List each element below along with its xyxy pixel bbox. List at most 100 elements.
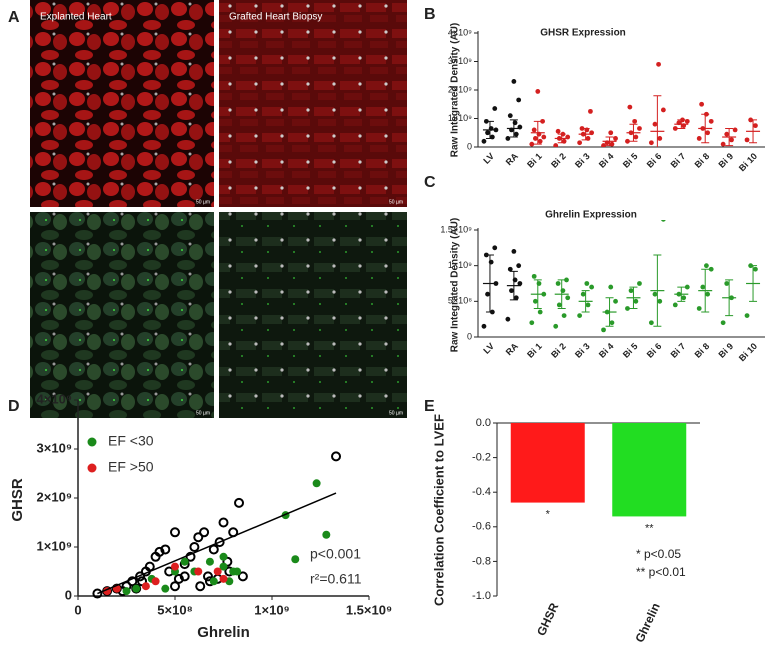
point <box>135 571 146 582</box>
point <box>608 130 614 136</box>
point <box>660 107 666 113</box>
point <box>589 284 595 290</box>
point <box>218 517 229 528</box>
x-tick-label: Bi 7 <box>669 341 688 360</box>
point <box>170 581 180 592</box>
point <box>577 140 583 146</box>
y-axis-label: Correlation Coefficient to LVEF <box>431 414 446 606</box>
point <box>517 281 523 286</box>
point <box>312 479 321 488</box>
x-tick-label: Bi 7 <box>669 151 688 170</box>
point <box>505 316 511 322</box>
point <box>173 573 184 584</box>
x-tick-label: Bi 10 <box>737 151 759 173</box>
point <box>753 266 758 272</box>
scale-bar-label: 50 µm <box>389 410 403 416</box>
y-tick-label: 1×10⁹ <box>448 113 472 123</box>
point <box>214 537 225 548</box>
micrograph <box>30 212 214 418</box>
point <box>537 138 543 144</box>
point <box>151 577 160 586</box>
x-tick-label: Bi 6 <box>645 341 664 360</box>
point <box>161 584 170 593</box>
y-tick-label: 3×10⁹ <box>448 56 472 66</box>
point <box>485 130 490 136</box>
point <box>744 313 750 318</box>
x-tick-label: Bi 5 <box>621 341 640 360</box>
y-tick-label: -0.8 <box>472 555 491 567</box>
point <box>516 263 522 269</box>
point <box>625 306 630 311</box>
error-bar <box>605 136 614 147</box>
point <box>684 118 690 124</box>
point <box>704 263 709 269</box>
point <box>724 131 730 137</box>
point <box>753 123 758 129</box>
point <box>291 555 300 564</box>
error-bar <box>677 119 686 129</box>
point <box>724 281 730 286</box>
error-bar <box>485 254 494 313</box>
y-tick-label: 0 <box>467 331 472 341</box>
point <box>705 291 711 297</box>
error-bar <box>581 127 590 141</box>
point <box>729 137 734 143</box>
point <box>219 562 228 571</box>
error-bar <box>749 119 758 144</box>
error-bar <box>557 133 566 144</box>
error-bar <box>581 290 590 313</box>
x-tick-label: GHSR <box>534 600 561 638</box>
point <box>637 281 642 286</box>
point <box>532 298 538 304</box>
point <box>657 298 663 304</box>
point <box>179 571 190 582</box>
point <box>154 546 165 557</box>
scale-bar-label: 50 µm <box>389 199 403 205</box>
point <box>637 126 642 131</box>
point <box>122 587 131 596</box>
x-tick-label: Bi 5 <box>621 151 640 170</box>
note: * p<0.05 <box>636 547 681 561</box>
scale-bar-label: 50 µm <box>196 410 210 416</box>
bar <box>612 423 687 517</box>
point <box>700 284 706 290</box>
y-tick-label: 4×10⁹ <box>448 27 472 37</box>
point <box>553 323 559 329</box>
y-tick-label: 1.5×10⁹ <box>440 224 472 234</box>
y-axis-label: GHSR <box>9 478 26 522</box>
point <box>613 136 618 141</box>
panel-letter: D <box>8 398 20 415</box>
point <box>705 130 711 136</box>
chart-title: Ghrelin Expression <box>545 210 637 221</box>
point <box>633 134 639 140</box>
legend-label: EF <30 <box>108 433 154 449</box>
error-bar <box>701 113 710 144</box>
y-axis-label: Raw Integrated Density (AU) <box>450 218 461 352</box>
error-bar <box>749 265 758 302</box>
point <box>699 101 705 107</box>
fit-line <box>97 492 337 595</box>
point <box>609 320 615 326</box>
point <box>537 309 543 315</box>
point <box>584 281 590 286</box>
point <box>322 530 331 539</box>
x-tick-label: 5×10⁸ <box>157 602 192 617</box>
y-tick-label: -0.2 <box>472 452 491 464</box>
point <box>485 291 490 297</box>
point <box>507 266 513 272</box>
point <box>529 141 535 147</box>
y-tick-label: 4×10⁹ <box>37 391 72 406</box>
error-bar <box>533 120 542 145</box>
error-bar <box>725 279 734 317</box>
y-tick-label: 1×10⁹ <box>37 538 72 553</box>
legend-label: EF >50 <box>108 459 154 475</box>
error-bar <box>485 120 494 139</box>
error-bar <box>533 279 542 309</box>
point <box>195 581 206 592</box>
point <box>672 126 678 131</box>
point <box>684 284 690 290</box>
x-tick-label: Bi 1 <box>525 341 544 360</box>
error-bar <box>653 254 662 327</box>
